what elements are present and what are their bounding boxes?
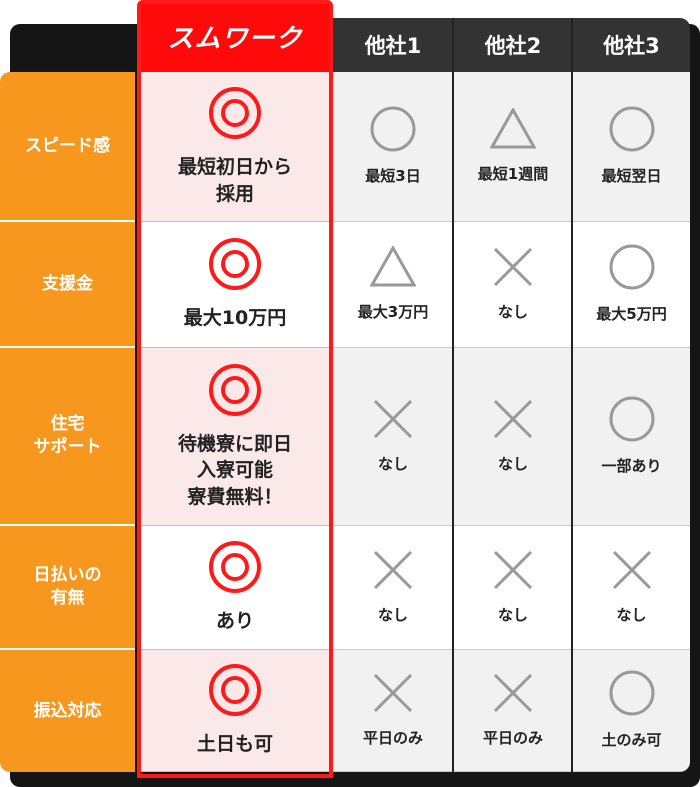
column-header: 他社3 [603, 34, 660, 58]
competitor-cell: なし [454, 348, 572, 526]
row-label: 振込対応 [0, 650, 135, 772]
circle-icon [609, 244, 655, 304]
double-circle-icon [208, 363, 262, 431]
our-cell-text: 最大10万円 [183, 307, 287, 330]
our-cell: 待機寮に即日 入寮可能 寮費無料！ [137, 348, 333, 526]
cross-icon [372, 549, 414, 605]
cross-icon [492, 549, 534, 605]
cross-icon [611, 549, 653, 605]
competitor-cell: 平日のみ [333, 650, 453, 772]
cross-icon [372, 398, 414, 454]
row-label: 支援金 [0, 222, 135, 348]
row-label: 日払いの 有無 [0, 526, 135, 650]
competitor-cell-text: なし [377, 455, 408, 473]
double-circle-icon [208, 86, 262, 154]
circle-icon [609, 670, 655, 730]
row-label: 住宅 サポート [0, 348, 135, 526]
our-cell: 最短初日から 採用 [137, 72, 333, 222]
our-cell-text: 最短初日から 採用 [177, 155, 292, 205]
competitor-cell: 一部あり [573, 348, 690, 526]
competitor-cell-text: なし [497, 455, 528, 473]
our-cell: 最大10万円 [137, 222, 333, 348]
circle-icon [609, 106, 655, 166]
competitor-cell-text: なし [497, 303, 528, 321]
column-header: 他社2 [484, 34, 542, 58]
competitor-cell: なし [573, 526, 690, 650]
double-circle-icon [208, 540, 262, 608]
column-divider [452, 18, 454, 773]
row-label: スピード感 [0, 72, 135, 222]
our-cell-text: あり [215, 610, 254, 633]
competitor-cell-text: 土のみ可 [601, 731, 662, 749]
triangle-icon [369, 244, 417, 302]
competitor-cell: 最大3万円 [333, 222, 453, 348]
competitor-cell-text: 最短翌日 [601, 167, 662, 185]
our-cell: 土日も可 [137, 650, 333, 772]
competitor-cell: なし [454, 222, 572, 348]
competitor-cell-text: なし [377, 606, 408, 624]
competitor-cell-text: 最大5万円 [596, 305, 667, 323]
double-circle-icon [208, 663, 262, 731]
cross-icon [492, 246, 534, 302]
competitor-cell: 土のみ可 [573, 650, 690, 772]
competitor-cell-text: 一部あり [601, 457, 662, 475]
circle-icon [609, 396, 655, 456]
competitor-cell: 平日のみ [454, 650, 572, 772]
cross-icon [492, 398, 534, 454]
competitor-cell: なし [454, 526, 572, 650]
competitor-cell-text: 最短1週間 [477, 165, 549, 183]
our-cell: あり [137, 526, 333, 650]
triangle-icon [489, 106, 537, 164]
column-divider [571, 18, 573, 773]
competitor-cell-text: 平日のみ [362, 729, 423, 747]
competitor-cell-text: 平日のみ [482, 729, 543, 747]
competitor-cell: なし [333, 348, 453, 526]
column-header: 他社1 [364, 34, 422, 58]
our-cell-text: 待機寮に即日 入寮可能 寮費無料！ [177, 432, 292, 508]
competitor-cell: 最短1週間 [454, 72, 572, 222]
competitor-cell: なし [333, 526, 453, 650]
brand-logo: スムワーク [137, 0, 333, 72]
cross-icon [492, 672, 534, 728]
competitor-cell-text: なし [497, 606, 528, 624]
brand-name: スムワーク [167, 23, 303, 54]
double-circle-icon [208, 237, 262, 305]
competitor-cell: 最大5万円 [573, 222, 690, 348]
competitor-cell-text: なし [616, 606, 647, 624]
competitor-cell: 最短翌日 [573, 72, 690, 222]
our-cell-text: 土日も可 [196, 733, 273, 756]
circle-icon [370, 106, 416, 166]
competitor-cell-text: 最短3日 [365, 167, 421, 185]
competitor-cell: 最短3日 [333, 72, 453, 222]
competitor-cell-text: 最大3万円 [357, 303, 429, 321]
cross-icon [372, 672, 414, 728]
